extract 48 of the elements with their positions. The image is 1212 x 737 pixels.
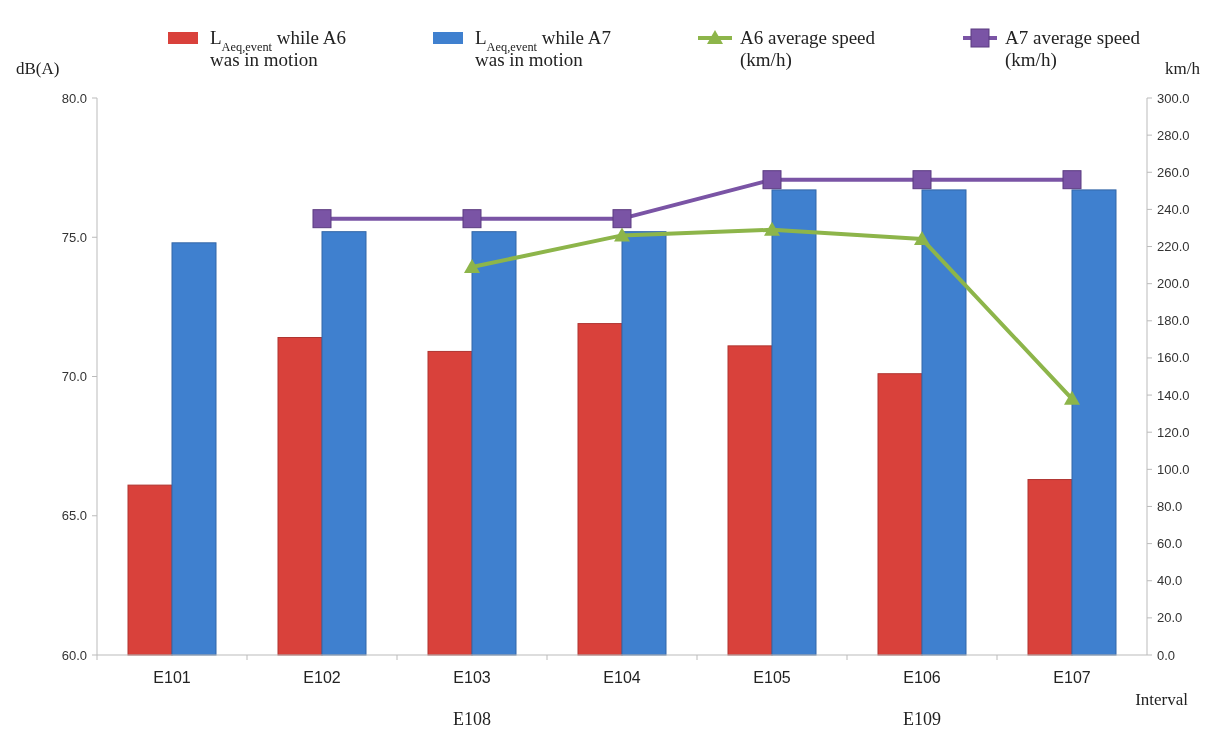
x-tick-label: E105 [753, 669, 791, 686]
legend-label: L$_{Aeq,event}$ while A6 was in motion [210, 27, 346, 70]
point [614, 227, 630, 242]
point [912, 170, 932, 190]
y-tick-label: 65.0 [61, 508, 87, 524]
y2-tick-label: 240.0 [1157, 201, 1190, 217]
y2-tick-label: 160.0 [1157, 350, 1190, 366]
point [762, 170, 782, 190]
legend-label: L$_{Aeq,event}$ while A7 was in motion [475, 27, 611, 70]
y-axis-title: dB(A) [16, 59, 60, 78]
point [312, 209, 332, 229]
legend-label: A6 average speed (km/h) [740, 27, 876, 71]
point [764, 221, 780, 236]
point [612, 209, 632, 229]
y2-tick-label: 100.0 [1157, 461, 1190, 477]
y2-tick-label: 260.0 [1157, 164, 1190, 180]
y2-tick-label: 200.0 [1157, 276, 1190, 292]
y-tick-label: 60.0 [61, 647, 87, 663]
x-tick-label: E103 [453, 669, 491, 686]
point [462, 209, 482, 229]
y2-tick-label: 120.0 [1157, 424, 1190, 440]
text: E108 [453, 709, 491, 729]
y-tick-label: 70.0 [61, 369, 87, 385]
x-tick-label: E106 [903, 669, 941, 686]
point [914, 231, 930, 246]
y2-tick-label: 180.0 [1157, 313, 1190, 329]
y2-tick-label: 0.0 [1157, 647, 1176, 663]
legend-label: A7 average speed (km/h) [1005, 27, 1141, 71]
x-tick-label: E107 [1053, 669, 1091, 686]
y2-tick-label: 60.0 [1157, 536, 1183, 552]
y2-tick-label: 300.0 [1157, 90, 1190, 106]
point [1062, 170, 1082, 190]
x-tick-label: E101 [153, 669, 191, 686]
y2-tick-label: 40.0 [1157, 573, 1183, 589]
y-tick-label: 80.0 [61, 90, 87, 106]
point [1064, 390, 1080, 405]
point [464, 258, 480, 273]
y2-axis-title: km/h [1165, 59, 1201, 78]
x-axis-title: Interval [1135, 690, 1189, 709]
y2-tick-label: 80.0 [1157, 499, 1183, 515]
y2-tick-label: 140.0 [1157, 387, 1190, 403]
y2-tick-label: 220.0 [1157, 239, 1190, 255]
text: E109 [903, 709, 941, 729]
y2-tick-label: 280.0 [1157, 127, 1190, 143]
x-tick-label: E102 [303, 669, 341, 686]
x-tick-label: E104 [603, 669, 641, 686]
y2-tick-label: 20.0 [1157, 610, 1183, 626]
y-tick-label: 75.0 [61, 229, 87, 245]
